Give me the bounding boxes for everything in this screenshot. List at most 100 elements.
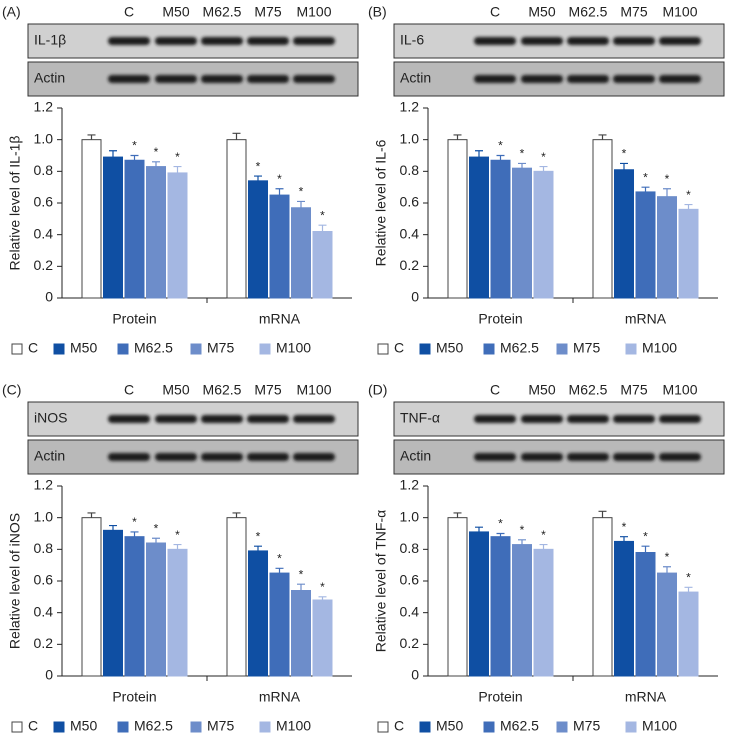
y-tick-label: 0.2 (400, 257, 420, 273)
bar (146, 542, 166, 677)
bar (678, 591, 699, 677)
error-bar (475, 150, 483, 158)
y-axis-label: Relative level of iNOS (7, 513, 23, 649)
panel-label: (C) (2, 382, 21, 398)
legend-swatch (259, 343, 271, 355)
legend-label: M100 (642, 718, 677, 734)
error-bar (663, 188, 671, 197)
bar (469, 156, 489, 299)
blot-band (521, 37, 563, 45)
legend-swatch (11, 343, 23, 355)
bar (226, 517, 247, 677)
significance-mark: * (498, 517, 503, 531)
x-tick-label: Protein (478, 311, 522, 327)
blot-band (293, 453, 335, 461)
panel: (A) C M50 M62.5 M75 M100 IL-1β Actin 0 0.2 0.4 0.6 0… (2, 4, 359, 356)
significance-mark: * (665, 172, 670, 186)
blot-row-label: Actin (34, 448, 65, 464)
legend-label: M50 (70, 340, 97, 356)
y-tick-label: 0.8 (400, 162, 420, 178)
error-bar (275, 567, 284, 574)
x-tick-label: Protein (112, 689, 156, 705)
significance-mark: * (320, 580, 325, 594)
significance-mark: * (132, 515, 137, 529)
blot-band (567, 415, 609, 423)
legend-label: M75 (207, 718, 234, 734)
blot-band (201, 37, 243, 45)
error-bar (684, 203, 693, 210)
blot-band (201, 75, 243, 83)
error-bar (598, 134, 607, 140)
blot-band (247, 453, 289, 461)
legend-label: M100 (276, 718, 311, 734)
bar (124, 536, 145, 677)
legend-swatch (53, 343, 65, 355)
bar (167, 172, 188, 299)
blot-band (521, 75, 563, 83)
error-bar (684, 586, 693, 593)
y-tick-label: 0.6 (34, 194, 54, 210)
blot-band (247, 415, 289, 423)
blot-band (293, 37, 335, 45)
blot-band (155, 453, 197, 461)
lane-label: M100 (296, 382, 331, 398)
blot-band (247, 37, 289, 45)
error-bar (496, 532, 505, 537)
blot-band (293, 75, 335, 83)
legend-swatch (377, 721, 389, 733)
y-tick-label: 0.4 (34, 603, 54, 619)
significance-mark: * (541, 528, 546, 542)
bar (103, 529, 123, 677)
blot-band (521, 415, 563, 423)
bar (248, 550, 268, 677)
error-bar (109, 150, 117, 158)
significance-mark: * (622, 520, 627, 534)
y-tick-label: 1.0 (400, 130, 420, 146)
error-bar (518, 539, 526, 545)
bar (124, 159, 145, 299)
significance-mark: * (277, 172, 282, 186)
error-bar (641, 545, 650, 553)
legend-swatch (483, 721, 495, 733)
significance-mark: * (256, 159, 261, 173)
bar (167, 548, 188, 677)
y-tick-label: 0.6 (34, 572, 54, 588)
error-bar (232, 132, 241, 140)
bar (657, 196, 677, 299)
y-tick-label: 0.6 (400, 572, 420, 588)
bar (490, 159, 511, 299)
blot-row-label: Actin (400, 448, 431, 464)
legend-label: M50 (436, 718, 463, 734)
significance-mark: * (277, 552, 282, 566)
blot-band (247, 75, 289, 83)
y-tick-label: 1.2 (400, 477, 420, 493)
legend-swatch (259, 721, 271, 733)
bar (103, 156, 123, 299)
y-axis-label: Relative level of IL-6 (373, 139, 389, 266)
y-tick-label: 0.2 (34, 257, 54, 273)
legend-label: M62.5 (134, 718, 173, 734)
significance-mark: * (320, 208, 325, 222)
significance-mark: * (299, 185, 304, 199)
legend-label: C (394, 718, 404, 734)
significance-mark: * (154, 145, 159, 159)
significance-mark: * (541, 150, 546, 164)
legend-swatch (625, 343, 637, 355)
blot-band (567, 453, 609, 461)
y-tick-label: 0 (411, 667, 419, 683)
error-bar (232, 512, 241, 518)
blot-band (108, 415, 150, 423)
lane-label: M100 (662, 4, 697, 20)
error-bar (173, 543, 182, 550)
error-bar (254, 545, 262, 551)
y-tick-label: 1.0 (34, 130, 54, 146)
blot-band (613, 75, 655, 83)
error-bar (453, 134, 462, 140)
bar (490, 536, 511, 677)
y-tick-label: 1.0 (400, 508, 420, 524)
significance-mark: * (686, 571, 691, 585)
bar (533, 548, 554, 677)
blot-band (613, 453, 655, 461)
y-tick-label: 0.4 (400, 603, 420, 619)
blot-band (108, 37, 150, 45)
